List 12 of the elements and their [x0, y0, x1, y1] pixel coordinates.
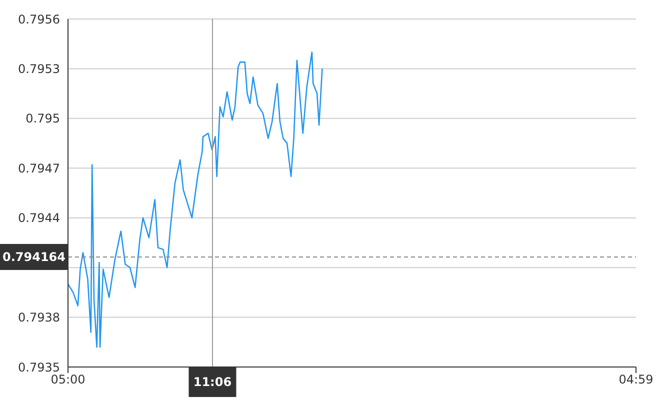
y-tick-label: 0.7953	[18, 62, 60, 76]
x-tick-label: 05:00	[50, 372, 86, 387]
ref-line-label: 0.794164	[2, 250, 66, 264]
y-tick-label: 0.7956	[18, 12, 60, 26]
y-tick-label: 0.7938	[18, 310, 60, 325]
y-tick-label: 0.795	[26, 112, 60, 126]
ref-line-label: 11:06	[193, 375, 232, 389]
y-tick-label: 0.7935	[18, 360, 60, 374]
y-tick-label: 0.7947	[18, 161, 60, 176]
y-tick-label: 0.7944	[18, 211, 60, 226]
line-series	[68, 51, 323, 348]
x-tick-label: 04:59	[618, 372, 654, 387]
